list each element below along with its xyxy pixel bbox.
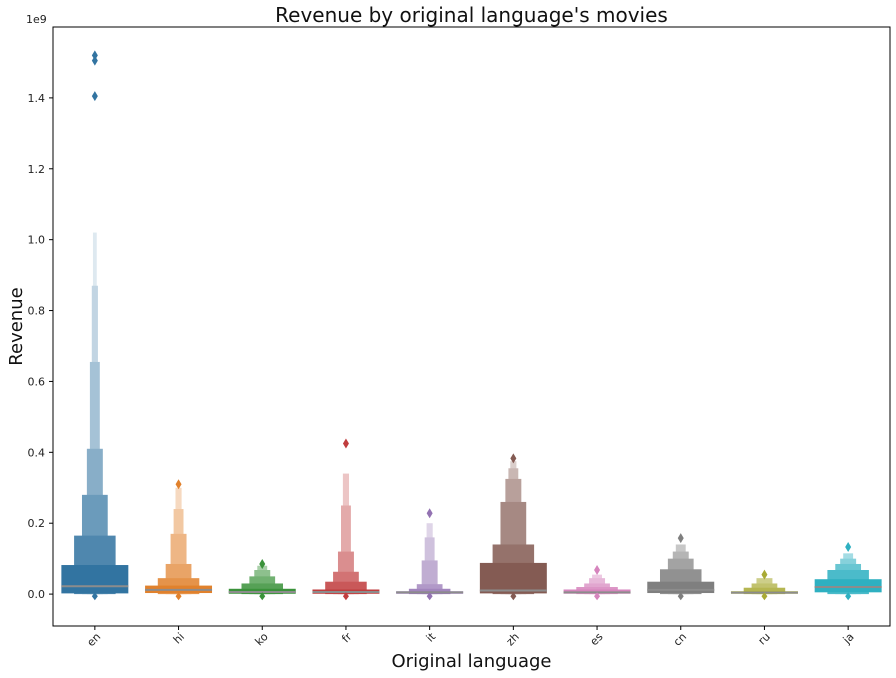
y-tick-label: 0.6 [28,375,46,388]
box-level-4 [341,505,351,595]
boxen-marks [61,50,882,601]
outlier-point [91,91,98,102]
y-axis-label: Revenue [6,287,27,365]
boxen-cn [647,533,715,601]
minimum-point [761,592,768,601]
box-level-1 [743,587,786,595]
boxen-fr [312,438,380,601]
outlier-point [342,438,349,449]
minimum-point [91,592,98,601]
y-tick-label: 0.4 [28,446,46,459]
boxen-en [61,50,129,601]
minimum-point [510,592,517,601]
outlier-point [677,533,684,544]
boxen-ru [730,569,798,601]
chart-title: Revenue by original language's movies [275,3,668,27]
y-tick-label: 0.0 [28,588,46,601]
x-axis-label: Original language [392,651,552,672]
outlier-point [91,55,98,66]
outlier-point [259,558,266,569]
y-tick-label: 1.4 [28,92,46,105]
boxen-it [396,508,464,601]
box-level-0 [61,565,129,594]
minimum-point [426,592,433,601]
box-level-0 [647,581,715,594]
y-tick-label: 0.2 [28,517,46,530]
minimum-point [259,592,266,601]
minimum-point [594,592,601,601]
outlier-point [761,569,768,580]
y-axis-offset-label: 1e9 [26,13,47,26]
boxen-es [563,564,631,601]
boxen-ja [814,541,882,601]
boxen-ko [228,558,296,601]
axes-frame [52,26,891,627]
outlier-point [845,541,852,552]
minimum-point [677,592,684,601]
outlier-point [594,564,601,575]
y-axis: 0.0 0.2 0.4 0.6 0.8 1.0 1.2 1.4 [28,92,53,601]
minimum-point [845,592,852,601]
box-level-0 [479,562,547,594]
boxen-zh [479,453,547,601]
outlier-point [510,453,517,464]
y-tick-label: 1.0 [28,234,46,247]
minimum-point [342,592,349,601]
y-tick-label: 0.8 [28,305,46,318]
outlier-point [426,508,433,519]
y-tick-label: 1.2 [28,163,46,176]
outlier-point [91,50,98,61]
outlier-point [175,479,182,490]
minimum-point [175,592,182,601]
box-level-0 [814,579,882,593]
boxen-hi [145,479,213,601]
